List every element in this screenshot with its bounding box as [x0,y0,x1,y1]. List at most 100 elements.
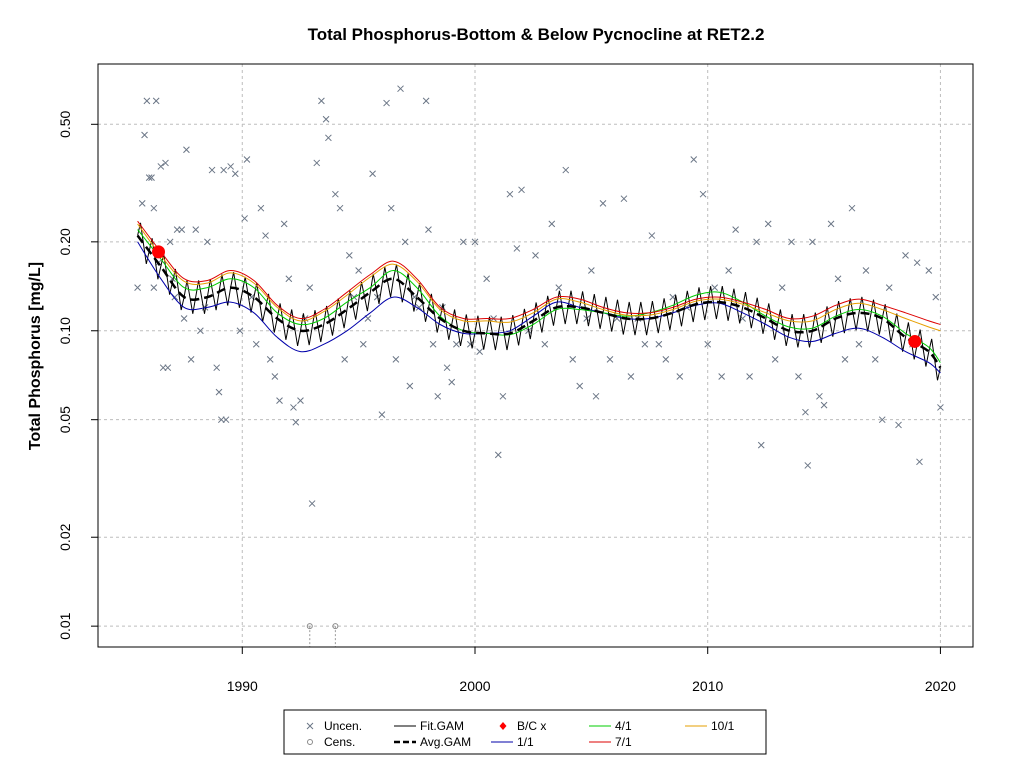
uncensored-point [699,190,707,198]
legend-label: B/C x [517,719,546,733]
uncensored-point [587,267,595,274]
uncensored-point [345,252,353,259]
series-lines [136,220,942,381]
uncensored-point [532,252,539,259]
uncensored-point [276,397,283,404]
uncensored-point [932,293,940,301]
uncensored-point [648,232,656,239]
uncensored-point [916,458,923,466]
uncensored-point [562,166,570,174]
uncensored-point [297,397,304,404]
uncensored-point [871,356,879,363]
uncensored-point [406,382,414,390]
series-avg-gam-line [136,234,942,369]
uncensored-point [336,204,344,212]
uncensored-point [753,238,760,246]
uncensored-point [359,340,367,348]
uncensored-point [271,373,279,380]
uncensored-point [606,356,614,363]
grid [98,64,973,647]
uncensored-point [443,364,451,372]
uncensored-point [401,238,409,246]
legend-box [283,709,767,755]
uncensored-point [397,85,404,93]
uncensored-point [355,267,362,274]
uncensored-point [236,327,244,335]
bc-point [152,245,166,259]
legend: Uncen. Fit.GAM B/C x 4/1 10/1 Cens. Avg.GAM 1/1… [283,709,767,755]
uncensored-point [704,340,712,348]
uncensored-point [506,190,514,198]
uncensored-point [937,404,944,411]
uncensored-point [662,356,670,363]
uncensored-point [816,392,823,400]
uncensored-point [169,275,176,283]
uncensored-point [208,166,216,174]
x-tick-label: 1990 [227,678,258,694]
uncensored-point [913,259,921,267]
censored-point [332,623,339,630]
y-tick-label: 0.01 [57,612,73,639]
uncensored-point [434,392,442,400]
uncensored-point [252,340,260,348]
uncensored-point [180,315,188,322]
uncensored-point [494,451,502,459]
uncensored-point [483,275,490,283]
uncensored-point [378,411,386,419]
uncensored-point [415,304,423,311]
uncensored-point [848,204,856,212]
uncensored-point [220,166,228,174]
y-axis-label: Total Phosphorus [mg/L] [27,262,44,450]
uncensored-point [387,204,395,212]
uncensored-point [290,404,297,411]
censored-points [306,623,339,647]
x-tick-label: 2020 [925,678,956,694]
uncensored-point [788,238,795,246]
uncensored-point [771,356,779,363]
uncensored-point [134,284,141,291]
bc-points [152,245,922,348]
legend-label: Cens. [324,735,355,749]
uncensored-points [134,85,944,507]
uncensored-point [166,238,174,246]
uncensored-point [266,356,274,363]
y-tick-label: 0.20 [57,228,73,255]
y-tick-label: 0.02 [57,523,73,550]
x-axis: 1990 2000 2010 2020 [227,647,956,694]
uncensored-point [243,156,251,163]
uncensored-point [499,392,507,400]
uncensored-point [513,245,521,252]
uncensored-point [204,238,211,246]
uncensored-point [183,146,190,154]
legend-label: Fit.GAM [420,719,464,733]
uncensored-point [145,174,153,181]
uncensored-point [471,238,479,246]
uncensored-point [885,284,893,291]
series-line-4-1 [137,229,941,363]
uncensored-point [187,356,195,363]
uncensored-point [548,220,556,228]
uncensored-point [222,416,230,424]
uncensored-point [162,159,169,167]
plot-frame [97,63,974,648]
uncensored-point [641,340,649,348]
uncensored-point [676,373,684,380]
uncensored-point [555,284,563,291]
legend-label: 4/1 [615,719,632,733]
uncensored-point [795,373,802,380]
uncensored-point [197,327,204,335]
uncensored-point [841,356,849,363]
x-tick-label: 2000 [459,678,490,694]
uncensored-point [541,340,549,348]
uncensored-point [150,284,158,291]
uncensored-point [827,220,835,228]
uncensored-point [895,421,902,429]
uncensored-point [576,382,584,390]
uncensored-point [152,97,160,105]
uncensored-point [292,418,300,426]
uncensored-point [227,163,234,170]
uncensored-point [453,340,460,348]
uncensored-point [425,226,432,233]
uncensored-point [809,238,816,246]
